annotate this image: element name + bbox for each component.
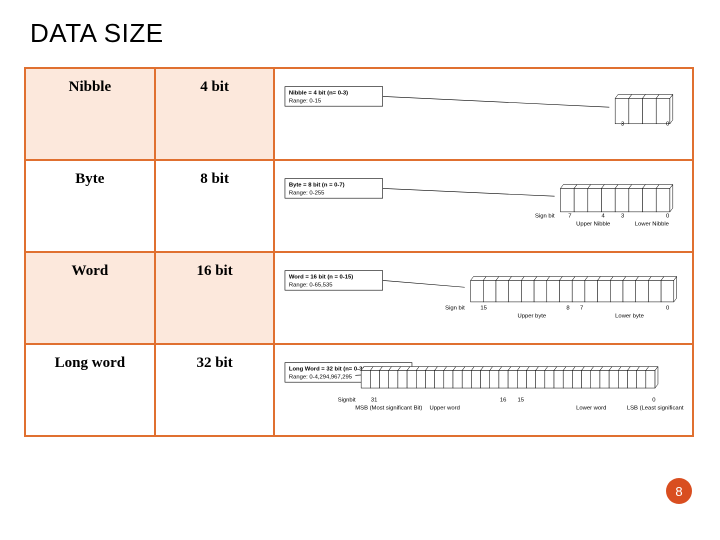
svg-text:31: 31 <box>371 398 378 404</box>
svg-text:7: 7 <box>580 306 583 312</box>
page-number: 8 <box>675 484 682 499</box>
svg-text:4: 4 <box>602 214 606 220</box>
cell-figure: Byte = 8 bit (n = 0-7) Range: 0-255 Sign b… <box>274 160 693 252</box>
svg-text:3: 3 <box>621 122 624 128</box>
svg-text:Long Word = 32 bit (n= 0-31): Long Word = 32 bit (n= 0-31) <box>289 366 368 372</box>
cell-name: Nibble <box>25 68 155 160</box>
svg-text:0: 0 <box>666 306 670 312</box>
cell-name: Byte <box>25 160 155 252</box>
slide: DATA SIZE Nibble4 bit Nibble = 4 bit (n= … <box>0 0 720 540</box>
svg-text:3: 3 <box>621 214 624 220</box>
data-size-table: Nibble4 bit Nibble = 4 bit (n= 0-3) Range:… <box>24 67 694 437</box>
svg-text:Lower word: Lower word <box>577 406 607 412</box>
svg-text:0: 0 <box>653 398 657 404</box>
cell-figure: Long Word = 32 bit (n= 0-31) Range: 0-4,2… <box>274 344 693 436</box>
diagram: Long Word = 32 bit (n= 0-31) Range: 0-4,2… <box>283 355 684 425</box>
diagram: Byte = 8 bit (n = 0-7) Range: 0-255 Sign b… <box>283 171 684 241</box>
svg-text:8: 8 <box>567 306 570 312</box>
svg-text:7: 7 <box>569 214 572 220</box>
svg-text:Upper byte: Upper byte <box>518 314 547 320</box>
table-row: Long word32 bitLong Word = 32 bit (n= 0-… <box>25 344 693 436</box>
cell-figure: Nibble = 4 bit (n= 0-3)Range: 0-1530 <box>274 68 693 160</box>
cell-figure: Word = 16 bit (n = 0-15) Range: 0-65,535 S… <box>274 252 693 344</box>
svg-text:Range: 0-4,294,967,295: Range: 0-4,294,967,295 <box>289 374 353 380</box>
svg-text:Signbit: Signbit <box>338 398 356 404</box>
svg-text:0: 0 <box>666 214 670 220</box>
diagram: Word = 16 bit (n = 0-15) Range: 0-65,535 S… <box>283 263 684 333</box>
svg-text:Range: 0-15: Range: 0-15 <box>289 98 322 104</box>
cell-name: Long word <box>25 344 155 436</box>
page-number-badge: 8 <box>666 478 692 504</box>
svg-text:15: 15 <box>481 306 488 312</box>
table-row: Word16 bit Word = 16 bit (n = 0-15) Range:… <box>25 252 693 344</box>
cell-size: 8 bit <box>155 160 275 252</box>
svg-text:Range: 0-255: Range: 0-255 <box>289 190 325 196</box>
svg-text:Word = 16 bit (n = 0-15): Word = 16 bit (n = 0-15) <box>289 274 353 280</box>
page-title: DATA SIZE <box>30 18 700 49</box>
cell-size: 16 bit <box>155 252 275 344</box>
svg-text:MSB (Most significant Bit): MSB (Most significant Bit) <box>356 406 423 412</box>
svg-text:Nibble = 4 bit (n= 0-3): Nibble = 4 bit (n= 0-3) <box>289 90 348 96</box>
svg-text:Sign bit: Sign bit <box>446 306 466 312</box>
svg-text:Lower Nibble: Lower Nibble <box>635 222 669 228</box>
svg-text:16: 16 <box>500 398 507 404</box>
svg-text:Upper word: Upper word <box>430 406 460 412</box>
cell-size: 4 bit <box>155 68 275 160</box>
svg-text:Lower byte: Lower byte <box>616 314 645 320</box>
svg-text:15: 15 <box>518 398 525 404</box>
cell-name: Word <box>25 252 155 344</box>
table-row: Byte8 bit Byte = 8 bit (n = 0-7) Range: 0-… <box>25 160 693 252</box>
table-row: Nibble4 bit Nibble = 4 bit (n= 0-3) Range:… <box>25 68 693 160</box>
svg-text:Upper Nibble: Upper Nibble <box>577 222 611 228</box>
cell-size: 32 bit <box>155 344 275 436</box>
svg-text:Sign bit: Sign bit <box>535 214 555 220</box>
svg-text:Range: 0-65,535: Range: 0-65,535 <box>289 282 333 288</box>
svg-text:Byte = 8 bit (n = 0-7): Byte = 8 bit (n = 0-7) <box>289 182 345 188</box>
diagram: Nibble = 4 bit (n= 0-3)Range: 0-1530 <box>283 79 684 149</box>
svg-text:LSB (Least significant Bit): LSB (Least significant Bit) <box>627 406 684 412</box>
